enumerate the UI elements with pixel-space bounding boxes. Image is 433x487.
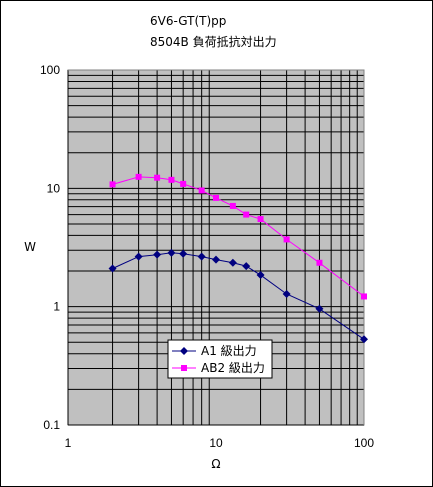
data-point [108, 264, 117, 273]
data-point [256, 271, 265, 280]
series-2 [109, 173, 367, 300]
data-point [153, 250, 162, 259]
legend-label: A1 級出力 [201, 344, 257, 358]
data-point [109, 181, 116, 188]
data-point [228, 258, 237, 267]
legend-box [167, 339, 273, 379]
legend: A1 級出力 AB2 級出力 [167, 339, 273, 379]
data-point [229, 202, 236, 209]
legend-marker [180, 347, 188, 355]
data-point [360, 335, 368, 344]
data-point [316, 259, 323, 266]
data-point [243, 211, 250, 218]
data-point [167, 248, 176, 257]
data-point [198, 187, 205, 194]
data-point [257, 216, 264, 223]
data-point [315, 304, 324, 313]
y-tick-label: 100 [40, 63, 60, 77]
data-point [283, 236, 290, 243]
data-point [242, 262, 251, 271]
data-point [154, 174, 161, 181]
data-point [282, 289, 291, 298]
x-tick-label: 1 [65, 436, 72, 450]
y-tick-label: 0.1 [43, 418, 60, 432]
x-axis-label: Ω [211, 457, 220, 471]
x-tick-label: 10 [209, 436, 223, 450]
legend-marker [181, 365, 187, 371]
y-tick-label: 10 [47, 181, 61, 195]
chart-subtitle: 8504B 負荷抵抗対出力 [150, 35, 277, 49]
tick-labels: 0.1 1 10 100 1 10 100 [40, 63, 374, 450]
series-group [108, 173, 368, 344]
data-point [197, 252, 206, 261]
data-point [168, 176, 175, 183]
data-point [212, 255, 220, 264]
data-point [213, 194, 219, 201]
series-1 [108, 248, 368, 344]
data-point [361, 293, 367, 300]
data-point [179, 249, 188, 258]
y-tick-label: 1 [53, 300, 60, 314]
data-point [180, 180, 187, 187]
legend-label: AB2 級出力 [201, 361, 265, 375]
data-point [135, 173, 142, 180]
chart-title: 6V6-GT(T)pp [150, 14, 227, 28]
data-point [134, 252, 143, 261]
y-axis-label: W [24, 240, 36, 254]
x-tick-label: 100 [354, 436, 374, 450]
